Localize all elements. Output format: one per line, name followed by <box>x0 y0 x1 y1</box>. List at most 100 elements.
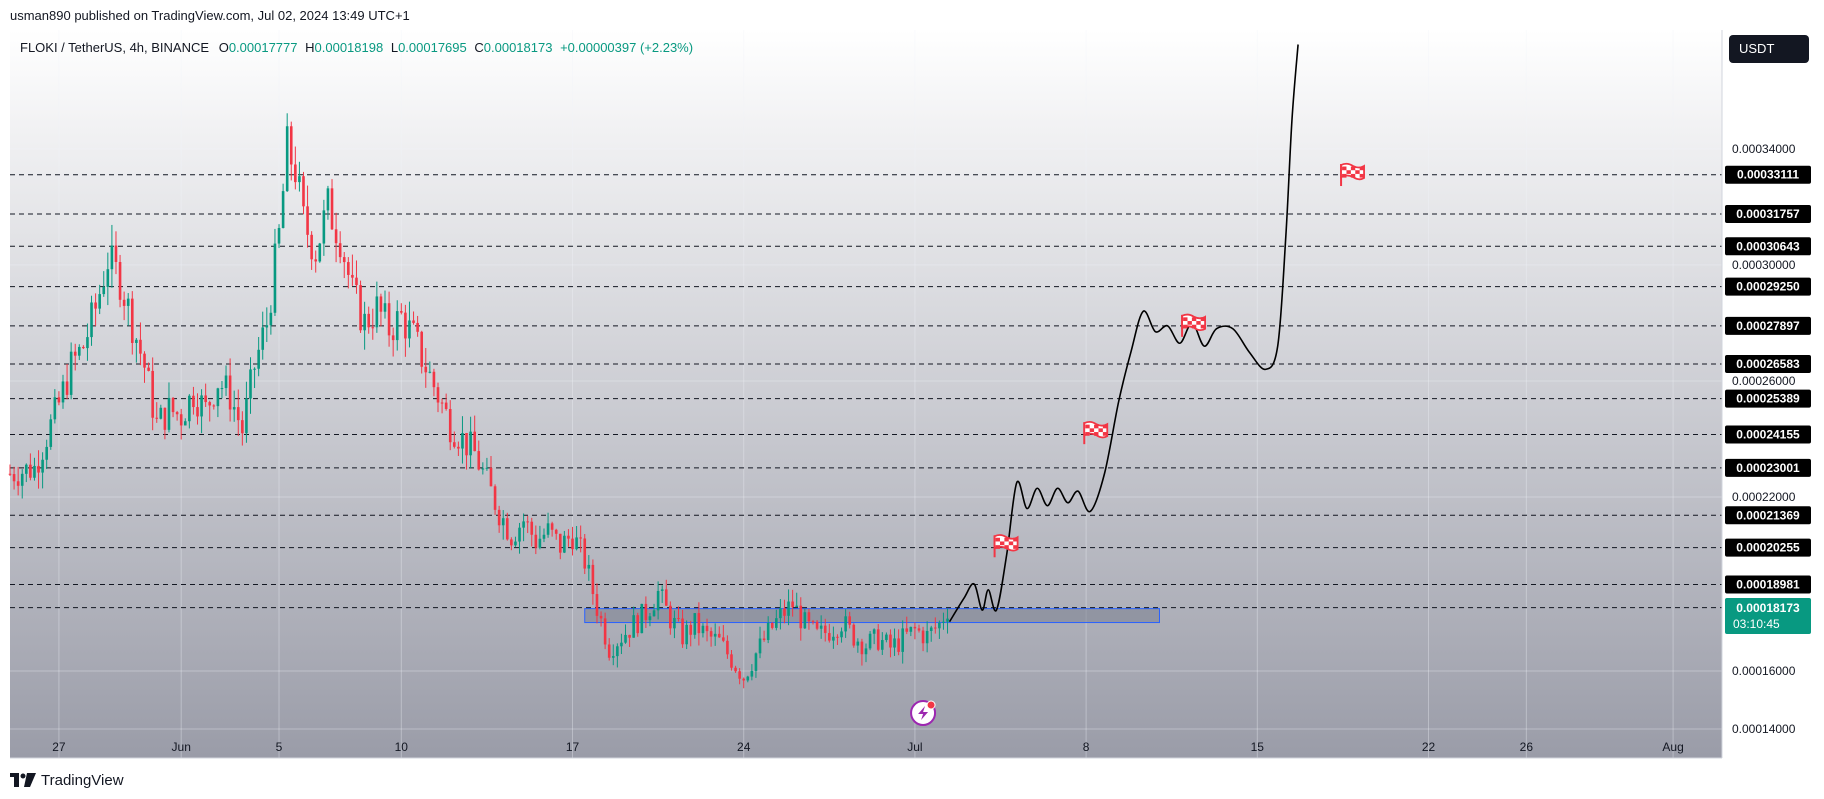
candle-body <box>257 349 260 369</box>
candle-body <box>864 648 868 655</box>
price-level-label: 0.00027897 <box>1736 319 1800 333</box>
candle-body <box>188 395 191 422</box>
candle-body <box>730 654 733 668</box>
price-level-box <box>1725 389 1811 408</box>
candle-body <box>118 261 122 300</box>
candle-body <box>436 387 440 403</box>
candle-body <box>306 206 309 235</box>
candle-body <box>351 274 354 278</box>
time-axis[interactable]: 27 Jun 5 10 17 24 Jul 8 15 22 26 Aug <box>10 740 1722 759</box>
flag-icon <box>1181 313 1206 337</box>
candle-body <box>29 464 32 478</box>
candle-body <box>220 388 224 390</box>
tradingview-logo-icon[interactable] <box>10 773 36 787</box>
candle-body <box>16 481 20 486</box>
candle-body <box>395 311 399 341</box>
open-label: O <box>218 40 229 55</box>
candle-body <box>933 627 937 629</box>
low-value: 0.00017695 <box>398 40 467 55</box>
symbol-title[interactable]: FLOKI / TetherUS, 4h, BINANCE <box>20 40 210 55</box>
candle-body <box>844 616 847 632</box>
candle-body <box>330 188 334 230</box>
price-level-label: 0.00033111 <box>1737 168 1799 182</box>
candle-body <box>648 616 652 621</box>
footer-brand[interactable]: TradingView <box>41 771 124 789</box>
candle-body <box>147 367 150 371</box>
candle-body <box>514 541 517 546</box>
candle-body <box>901 628 904 652</box>
candle-body <box>811 621 815 623</box>
price-tick-label: 0.00014000 <box>1732 722 1796 736</box>
candle-body <box>640 603 644 634</box>
candle-body <box>554 529 558 534</box>
candle-body <box>722 637 725 641</box>
price-tick-label: 0.00026000 <box>1732 374 1796 388</box>
price-level-label: 0.00024155 <box>1736 427 1800 441</box>
candle-body <box>791 601 794 608</box>
candle-body <box>758 638 762 654</box>
event-layer[interactable] <box>910 700 937 726</box>
candles-layer <box>8 113 949 689</box>
candle-body <box>770 622 774 628</box>
flag-icon <box>1340 162 1365 187</box>
candle-body <box>448 408 452 443</box>
currency-label: USDT <box>1739 41 1775 56</box>
candle-body <box>742 678 746 681</box>
price-level-box <box>1725 237 1811 256</box>
candle-body <box>326 188 330 211</box>
candle-body <box>795 605 799 608</box>
candle-body <box>77 346 81 356</box>
candle-body <box>913 626 917 629</box>
candle-body <box>775 618 778 628</box>
candle-body <box>347 262 350 275</box>
candle-body <box>787 601 790 616</box>
projection-layer <box>948 44 1299 623</box>
candle-body <box>664 589 668 606</box>
candle-body <box>90 302 93 338</box>
candle-body <box>783 608 786 616</box>
candle-body <box>236 407 240 421</box>
price-axis[interactable]: 0.00014000 0.00016000 0.00022000 0.00026000… <box>1721 30 1796 758</box>
candle-body <box>318 243 322 262</box>
candle-body <box>106 269 110 287</box>
candle-body <box>885 634 888 641</box>
time-tick-label: Jul <box>907 740 922 754</box>
price-level-label: 0.00031757 <box>1736 207 1800 221</box>
candle-body <box>762 638 766 641</box>
time-tick-label: 22 <box>1422 740 1436 754</box>
price-level-label: 0.00030643 <box>1736 239 1800 253</box>
candle-body <box>200 395 203 417</box>
candle-body <box>114 245 118 262</box>
price-level-box <box>1725 425 1811 444</box>
candle-body <box>550 523 554 530</box>
candle-body <box>61 381 65 403</box>
candle-body <box>505 518 509 540</box>
candle-body <box>355 277 358 286</box>
lightning-event-icon[interactable] <box>910 700 937 726</box>
time-tick-label: 8 <box>1083 740 1090 754</box>
candle-body <box>766 622 770 641</box>
candle-body <box>86 337 89 349</box>
candle-body <box>391 335 395 341</box>
candle-body <box>897 638 900 652</box>
candle-body <box>338 243 342 258</box>
candle-body <box>889 634 892 648</box>
candle-body <box>942 621 945 623</box>
price-level-box <box>1725 575 1811 594</box>
candle-body <box>159 407 163 419</box>
price-tick-label: 0.00034000 <box>1732 142 1796 156</box>
candle-body <box>868 633 872 649</box>
candle-body <box>705 625 709 632</box>
candle-body <box>359 285 362 331</box>
currency-button[interactable]: USDT <box>1729 35 1809 63</box>
candle-body <box>587 564 591 569</box>
candle-body <box>583 538 587 569</box>
candle-body <box>530 521 534 535</box>
price-tick-label: 0.00022000 <box>1732 490 1796 504</box>
candle-body <box>404 312 407 339</box>
candle-body <box>852 624 856 646</box>
candle-body <box>314 259 318 262</box>
candle-body <box>754 653 758 671</box>
candle-body <box>253 368 256 370</box>
